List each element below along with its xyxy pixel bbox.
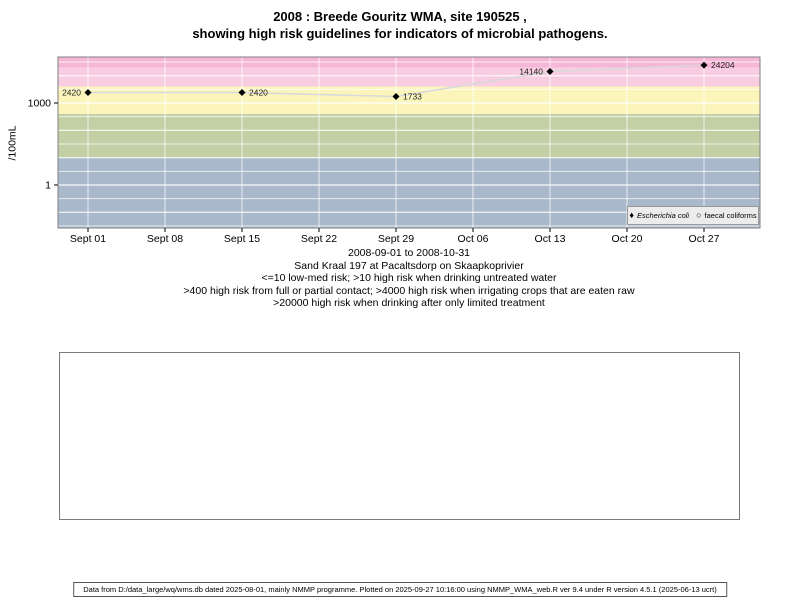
caption-line: >20000 high risk when drinking after onl… [273,297,545,309]
data-point-label: 1733 [403,91,422,101]
chart-plot: Sept 01 Sept 08 Sept 15 Sept 22 Sept 29 Oct 0… [28,56,761,245]
chart-title: 2008 : Breede Gouritz WMA, site 190525 ,… [0,8,800,42]
risk-band [58,67,760,87]
data-point-label: 2420 [62,88,81,98]
legend-label-escherichia-coli: Escherichia coli [636,211,690,220]
caption-line: <=10 low-med risk; >10 high risk when dr… [261,272,557,284]
data-point-label: 14140 [519,67,543,77]
caption-line: >400 high risk from full or partial cont… [183,284,635,297]
chart-caption: 2008-09-01 to 2008-10-31 Sand Kraal 197 a… [58,247,760,310]
diamond-marker-icon: ♦ [629,210,634,220]
data-point [700,61,708,69]
legend-label-faecal-coliforms: faecal coliforms [704,211,757,220]
y-tick-label: 1000 [28,98,52,110]
chart-title-line2: showing high risk guidelines for indicat… [192,26,608,41]
x-tick-label: Sept 29 [378,233,414,245]
risk-band [58,86,760,114]
x-tick-label: Oct 20 [612,233,643,245]
x-tick-label: Sept 08 [147,233,183,245]
x-tick-label: Oct 13 [535,233,566,245]
x-tick-label: Sept 15 [224,233,260,245]
y-axis-label-wrap: /100mL [2,57,24,228]
x-tick-label: Sept 22 [301,233,337,245]
chart-legend: ♦ Escherichia coli ○ faecal coliforms [627,206,759,225]
plot-border [57,56,761,229]
data-point [546,68,554,76]
x-tick-label: Oct 27 [689,233,720,245]
empty-panel [59,352,740,520]
data-point [392,92,400,100]
caption-line: 2008-09-01 to 2008-10-31 [347,247,470,259]
y-axis-label: /100mL [7,124,19,161]
x-tick-label: Oct 06 [458,233,489,245]
data-point [84,89,92,97]
x-tick-label: Sept 01 [70,233,106,245]
chart-title-line1: 2008 : Breede Gouritz WMA, site 190525 , [273,9,527,24]
risk-band [58,113,760,158]
legend-item-escherichia-coli: ♦ Escherichia coli [629,210,690,221]
data-point-label: 2420 [249,88,268,98]
y-tick-label: 1 [45,180,51,192]
caption-line: Sand Kraal 197 at Pacaltsdorp on Skaapko… [294,259,524,272]
data-point-label: 24204 [711,60,735,70]
circle-marker-icon: ○ [696,210,702,220]
footer-note: Data from D:/data_large/wq/wms.db dated … [73,582,727,597]
data-point [238,89,246,97]
legend-item-faecal-coliforms: ○ faecal coliforms [696,210,757,221]
